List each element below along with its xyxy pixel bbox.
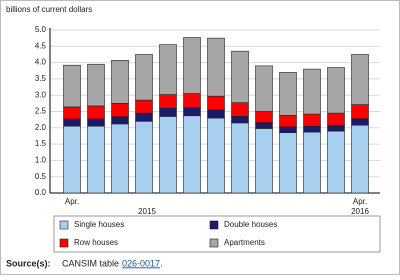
y-tick-label: 3.5 <box>35 74 47 83</box>
bar-segment <box>327 124 345 132</box>
y-tick-label: 1.0 <box>35 156 47 165</box>
bar-segment <box>183 37 201 94</box>
bar-segment <box>159 44 177 95</box>
legend-swatch <box>59 238 69 248</box>
bar-segment <box>303 131 321 194</box>
bar-segment <box>87 118 105 127</box>
y-tick-label: 2.5 <box>35 107 47 116</box>
y-tick-label: 1.5 <box>35 139 47 148</box>
bar-segment <box>351 54 369 105</box>
bar-segment <box>183 115 201 194</box>
bar-segment <box>231 122 249 194</box>
bar-segment <box>351 124 369 194</box>
bar-segment <box>279 126 297 133</box>
source-text: CANSIM table <box>62 258 119 268</box>
x-group-label: 2015 <box>138 207 156 216</box>
source-end: . <box>160 258 163 268</box>
bar-segment <box>255 111 273 123</box>
y-tick-label: 5.0 <box>35 25 47 34</box>
bar-segment <box>63 64 81 108</box>
bar-segment <box>255 128 273 194</box>
bar-segment <box>63 118 81 127</box>
source-link[interactable]: 026-0017 <box>122 258 160 268</box>
bar-segment <box>207 37 225 97</box>
source-label: Source(s): <box>6 258 51 268</box>
bar-segment <box>327 67 345 114</box>
bar-segment <box>159 94 177 109</box>
legend-label: Row houses <box>74 238 118 247</box>
bar-segment <box>231 102 249 117</box>
bar-segment <box>135 54 153 101</box>
y-tick-label: 3.0 <box>35 90 47 99</box>
bar-segment <box>207 109 225 119</box>
bar-segment <box>303 125 321 133</box>
legend-swatch <box>209 220 219 230</box>
bar-segment <box>255 122 273 129</box>
bar-segment <box>279 115 297 128</box>
bar-segment <box>303 68 321 115</box>
legend-label: Apartments <box>224 238 265 247</box>
bar-segment <box>255 65 273 112</box>
bar-segment <box>111 116 129 125</box>
x-group-label: 2016 <box>351 207 369 216</box>
legend-label: Single houses <box>74 220 124 229</box>
legend-label: Double houses <box>224 220 277 229</box>
y-tick-label: 4.5 <box>35 41 47 50</box>
y-tick-label: 2.0 <box>35 123 47 132</box>
bar-segment <box>327 112 345 126</box>
y-axis-label: billions of current dollars <box>6 5 92 14</box>
bar-segment <box>87 63 105 107</box>
y-tick-label: 0.5 <box>35 172 47 181</box>
y-tick-label: 4.0 <box>35 58 47 67</box>
bar-segment <box>111 103 129 118</box>
bar-segment <box>135 112 153 122</box>
bar-segment <box>87 125 105 194</box>
bar-segment <box>159 116 177 194</box>
bar-segment <box>183 107 201 117</box>
bar-segment <box>231 50 249 103</box>
legend-swatch <box>59 220 69 230</box>
bar-segment <box>207 117 225 194</box>
bar-segment <box>327 130 345 194</box>
bar-segment <box>207 95 225 111</box>
bar-segment <box>87 105 105 120</box>
bar-segment <box>159 107 177 117</box>
bar-segment <box>111 60 129 104</box>
bar-segment <box>351 118 369 126</box>
bar-segment <box>303 113 321 127</box>
x-tick-label: Apr. <box>353 197 367 206</box>
bar-segment <box>279 72 297 116</box>
y-tick-label: 0.0 <box>35 188 47 197</box>
x-tick-label: Apr. <box>65 197 79 206</box>
bar-segment <box>183 93 201 108</box>
legend-swatch <box>209 238 219 248</box>
bar-segment <box>63 125 81 194</box>
legend-box <box>53 215 381 253</box>
bar-segment <box>231 116 249 124</box>
bar-segment <box>111 123 129 194</box>
bar-segment <box>279 132 297 194</box>
bar-segment <box>63 106 81 120</box>
bar-segment <box>135 120 153 194</box>
bar-segment <box>351 104 369 119</box>
bar-segment <box>135 99 153 114</box>
